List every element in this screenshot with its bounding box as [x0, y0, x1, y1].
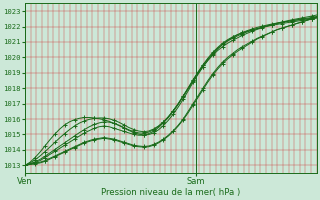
X-axis label: Pression niveau de la mer( hPa ): Pression niveau de la mer( hPa ) — [101, 188, 240, 197]
